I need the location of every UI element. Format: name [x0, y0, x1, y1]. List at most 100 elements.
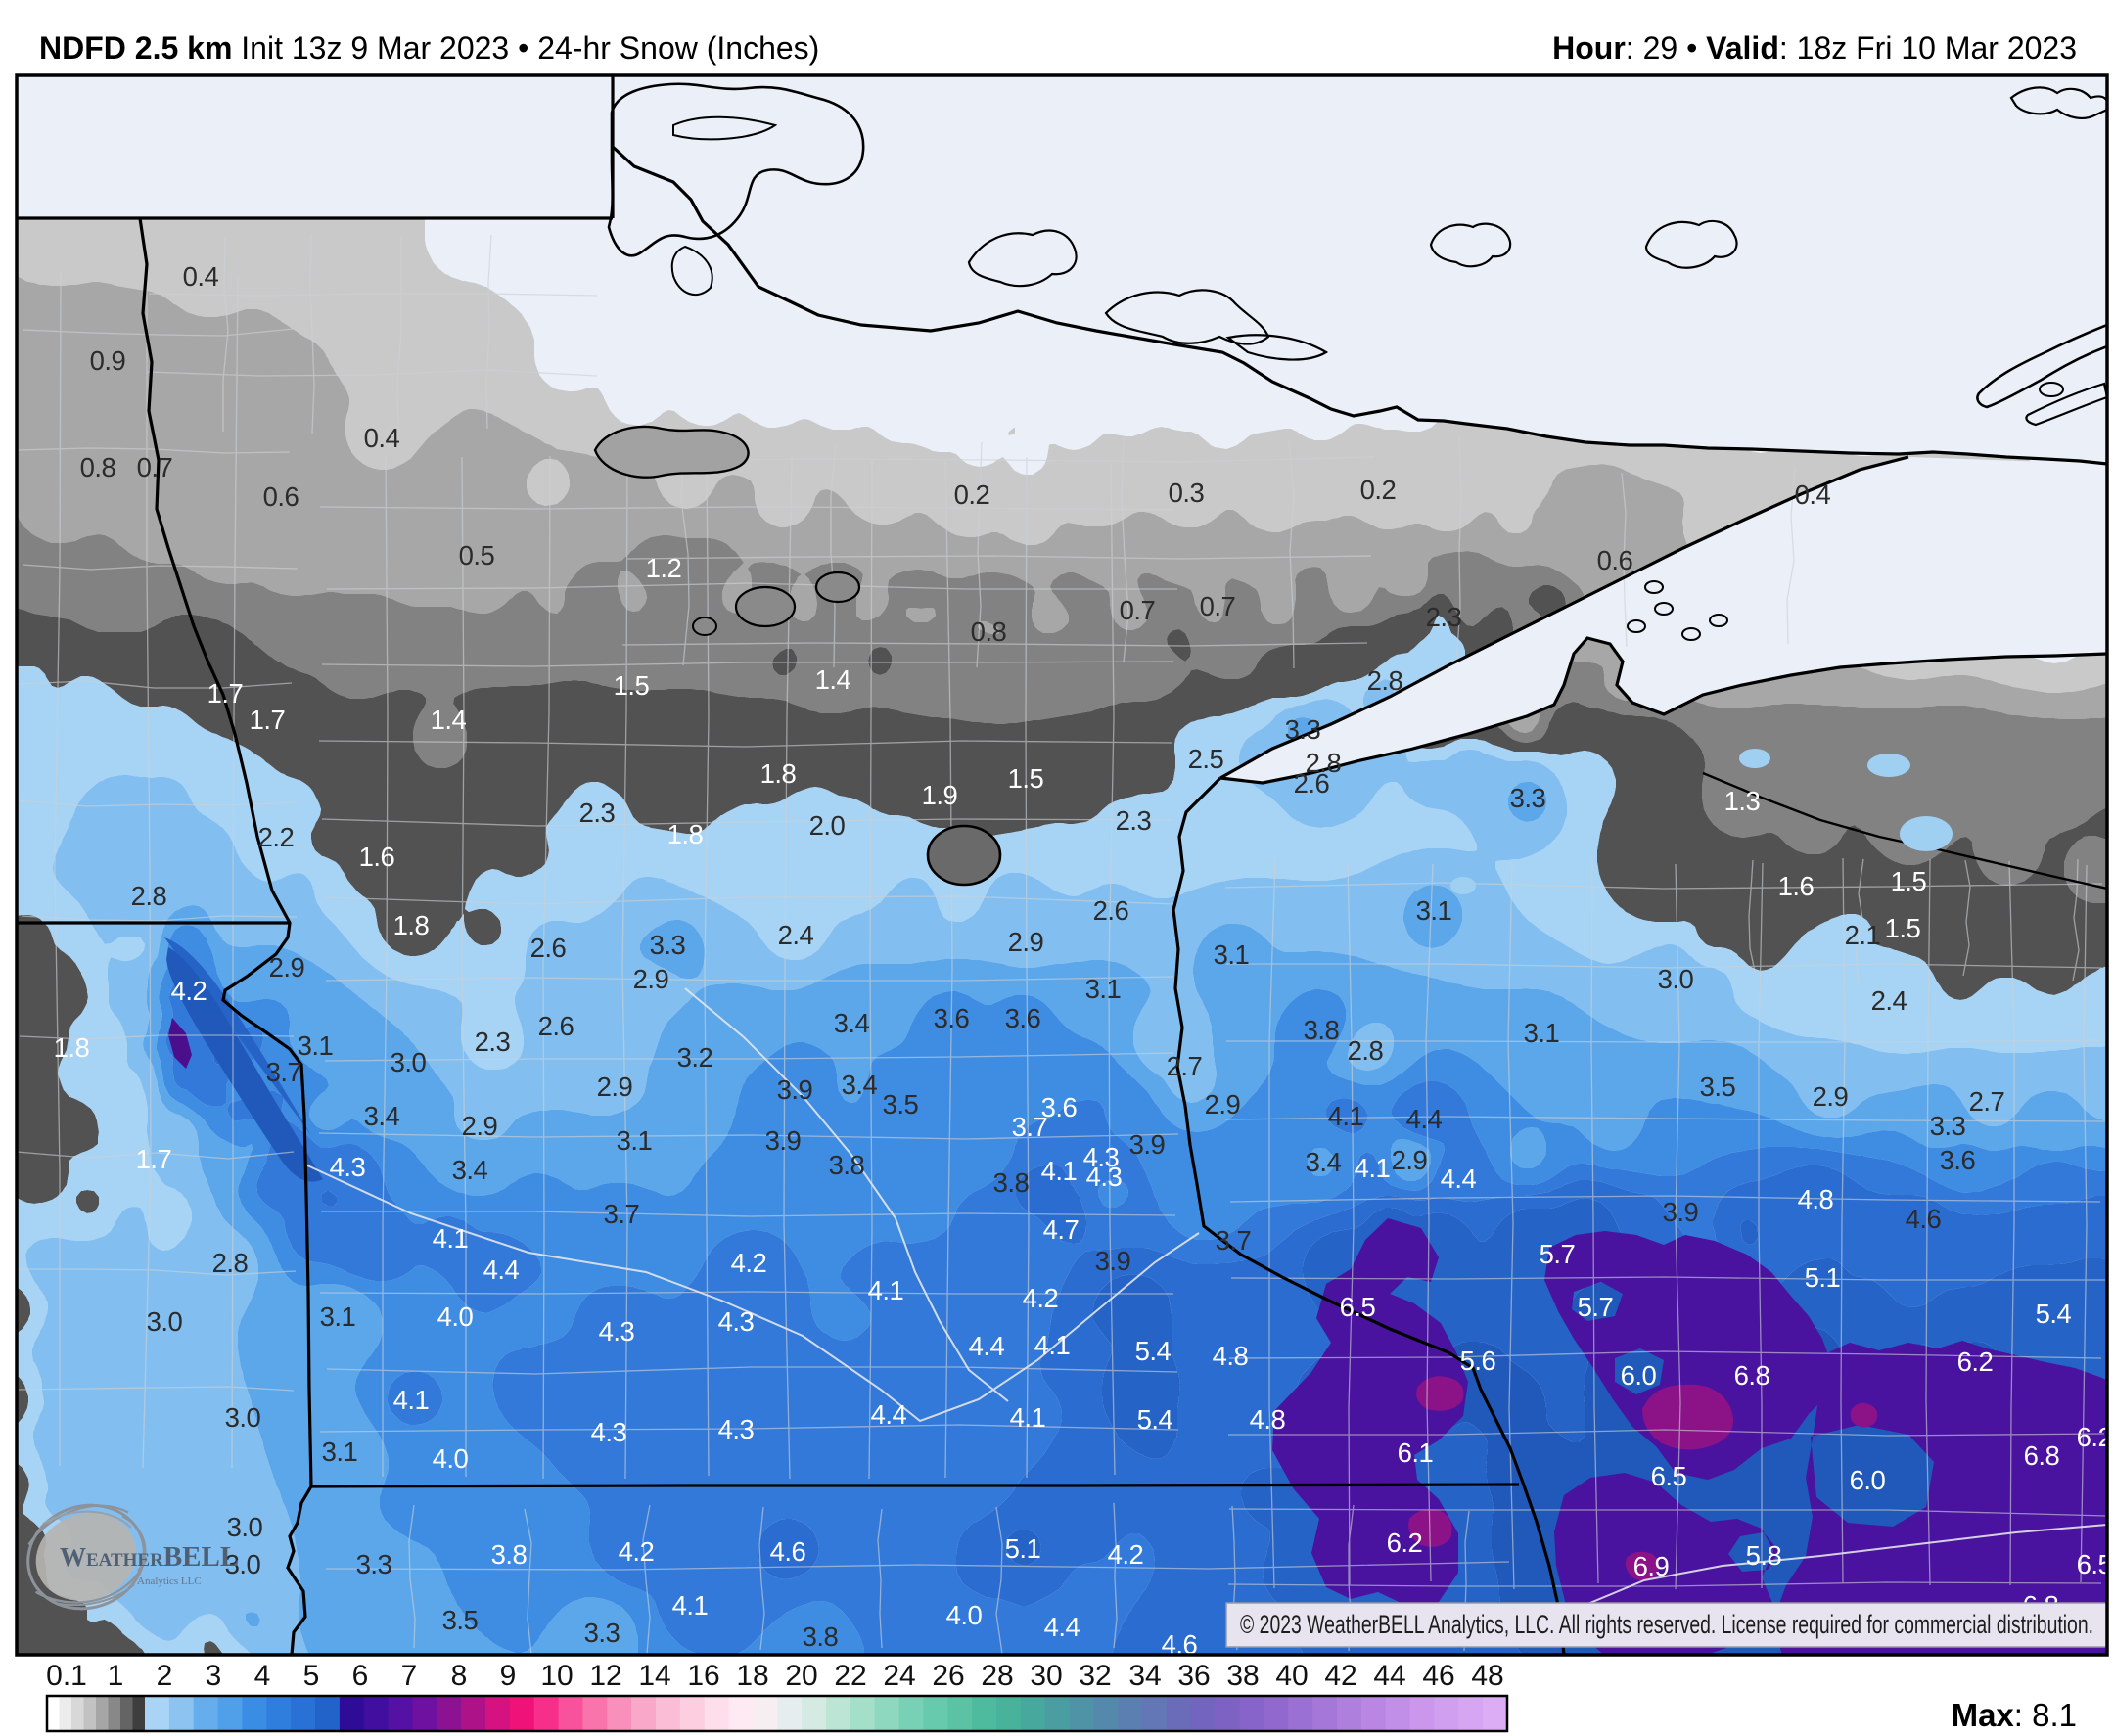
svg-text:2.5: 2.5 [1188, 744, 1224, 774]
svg-text:1.7: 1.7 [250, 705, 286, 735]
svg-text:5.7: 5.7 [1578, 1292, 1614, 1322]
svg-text:4.8: 4.8 [1798, 1184, 1834, 1214]
svg-text:1.5: 1.5 [614, 670, 650, 701]
svg-text:3.1: 3.1 [320, 1302, 356, 1332]
svg-text:3.0: 3.0 [225, 1549, 261, 1579]
svg-text:3.3: 3.3 [356, 1549, 392, 1579]
svg-text:2.1: 2.1 [1845, 920, 1881, 950]
svg-text:2.4: 2.4 [1871, 985, 1907, 1016]
svg-text:0.2: 0.2 [954, 480, 990, 510]
svg-text:4.1: 4.1 [868, 1275, 904, 1305]
svg-text:44: 44 [1373, 1660, 1405, 1692]
svg-text:3.6: 3.6 [1005, 1003, 1041, 1033]
svg-text:1.8: 1.8 [667, 819, 704, 849]
svg-text:6: 6 [352, 1660, 369, 1692]
svg-text:2.6: 2.6 [538, 1011, 574, 1041]
svg-text:0.4: 0.4 [183, 261, 219, 292]
svg-text:6.0: 6.0 [1621, 1360, 1657, 1391]
svg-text:22: 22 [834, 1660, 866, 1692]
svg-text:2.2: 2.2 [258, 822, 295, 852]
svg-text:3.4: 3.4 [364, 1101, 400, 1131]
svg-text:3.0: 3.0 [147, 1306, 183, 1337]
svg-text:0.4: 0.4 [364, 423, 400, 453]
svg-text:1.5: 1.5 [1008, 763, 1044, 794]
svg-text:3.0: 3.0 [225, 1402, 261, 1433]
svg-text:2.9: 2.9 [633, 964, 669, 994]
svg-text:3.7: 3.7 [604, 1199, 640, 1229]
svg-text:3.1: 3.1 [322, 1437, 358, 1467]
svg-text:4.8: 4.8 [1250, 1404, 1286, 1435]
svg-text:2.6: 2.6 [1294, 768, 1330, 799]
svg-text:3.9: 3.9 [1095, 1246, 1131, 1276]
svg-text:6.5: 6.5 [1340, 1292, 1376, 1322]
svg-text:5.6: 5.6 [1460, 1346, 1496, 1376]
svg-text:0.4: 0.4 [1795, 480, 1831, 510]
svg-text:4.2: 4.2 [1023, 1283, 1059, 1313]
svg-text:4.6: 4.6 [770, 1536, 806, 1567]
svg-text:0.8: 0.8 [971, 617, 1007, 647]
svg-text:6.1: 6.1 [1398, 1438, 1434, 1468]
svg-text:32: 32 [1079, 1660, 1111, 1692]
svg-text:2.9: 2.9 [1813, 1081, 1849, 1112]
svg-text:4: 4 [254, 1660, 271, 1692]
svg-text:3.1: 3.1 [1416, 895, 1452, 926]
svg-text:4.2: 4.2 [731, 1248, 767, 1278]
svg-text:38: 38 [1226, 1660, 1259, 1692]
svg-text:2.9: 2.9 [462, 1111, 498, 1141]
svg-text:3.4: 3.4 [452, 1155, 488, 1185]
svg-text:6.2: 6.2 [2077, 1422, 2113, 1452]
svg-text:4.3: 4.3 [330, 1152, 366, 1182]
svg-text:4.3: 4.3 [1086, 1162, 1123, 1192]
svg-text:2: 2 [157, 1660, 173, 1692]
svg-text:3.8: 3.8 [829, 1150, 865, 1180]
svg-text:Analytics LLC: Analytics LLC [137, 1576, 202, 1587]
svg-text:2.4: 2.4 [778, 920, 814, 950]
svg-text:5.1: 5.1 [1805, 1262, 1841, 1293]
svg-text:3.7: 3.7 [1216, 1225, 1252, 1256]
svg-text:3.8: 3.8 [803, 1622, 839, 1652]
svg-text:2.3: 2.3 [579, 798, 616, 828]
svg-text:3.4: 3.4 [1306, 1147, 1342, 1177]
svg-text:2.7: 2.7 [1969, 1086, 2005, 1117]
svg-text:12: 12 [589, 1660, 621, 1692]
svg-text:4.3: 4.3 [599, 1316, 635, 1347]
svg-text:5.4: 5.4 [2036, 1299, 2072, 1329]
svg-text:9: 9 [500, 1660, 517, 1692]
svg-text:3.3: 3.3 [1285, 714, 1321, 745]
svg-text:6.5: 6.5 [2077, 1549, 2113, 1579]
svg-text:1.5: 1.5 [1891, 866, 1927, 896]
svg-text:3.5: 3.5 [883, 1089, 919, 1119]
svg-text:3.6: 3.6 [1041, 1092, 1078, 1122]
svg-text:34: 34 [1128, 1660, 1161, 1692]
svg-text:2.9: 2.9 [1008, 927, 1044, 957]
svg-text:0.2: 0.2 [1360, 475, 1397, 505]
svg-text:3.3: 3.3 [1510, 783, 1546, 813]
svg-text:14: 14 [638, 1660, 670, 1692]
svg-text:20: 20 [785, 1660, 817, 1692]
svg-text:36: 36 [1177, 1660, 1210, 1692]
svg-text:2.3: 2.3 [1116, 805, 1152, 836]
svg-text:3: 3 [206, 1660, 222, 1692]
svg-text:3.4: 3.4 [834, 1008, 870, 1038]
svg-text:3.7: 3.7 [1012, 1112, 1048, 1142]
svg-text:2.8: 2.8 [1348, 1035, 1384, 1066]
svg-text:4.2: 4.2 [171, 976, 207, 1006]
svg-text:0.6: 0.6 [263, 481, 299, 512]
svg-text:42: 42 [1324, 1660, 1356, 1692]
svg-text:4.4: 4.4 [969, 1331, 1005, 1361]
svg-text:5.8: 5.8 [1746, 1540, 1782, 1571]
svg-text:46: 46 [1422, 1660, 1454, 1692]
svg-text:4.0: 4.0 [433, 1443, 469, 1474]
svg-text:1.7: 1.7 [207, 678, 244, 708]
svg-text:3.0: 3.0 [391, 1047, 427, 1077]
svg-text:4.2: 4.2 [619, 1536, 655, 1567]
svg-text:0.8: 0.8 [80, 452, 116, 482]
svg-text:6.2: 6.2 [1957, 1347, 1994, 1377]
svg-text:0.3: 0.3 [1169, 478, 1205, 508]
svg-text:6.8: 6.8 [1734, 1360, 1770, 1391]
svg-text:1.6: 1.6 [359, 842, 395, 872]
svg-text:4.1: 4.1 [1328, 1101, 1364, 1131]
svg-text:4.0: 4.0 [437, 1302, 474, 1332]
svg-text:3.9: 3.9 [765, 1125, 802, 1156]
svg-text:4.4: 4.4 [871, 1399, 907, 1430]
